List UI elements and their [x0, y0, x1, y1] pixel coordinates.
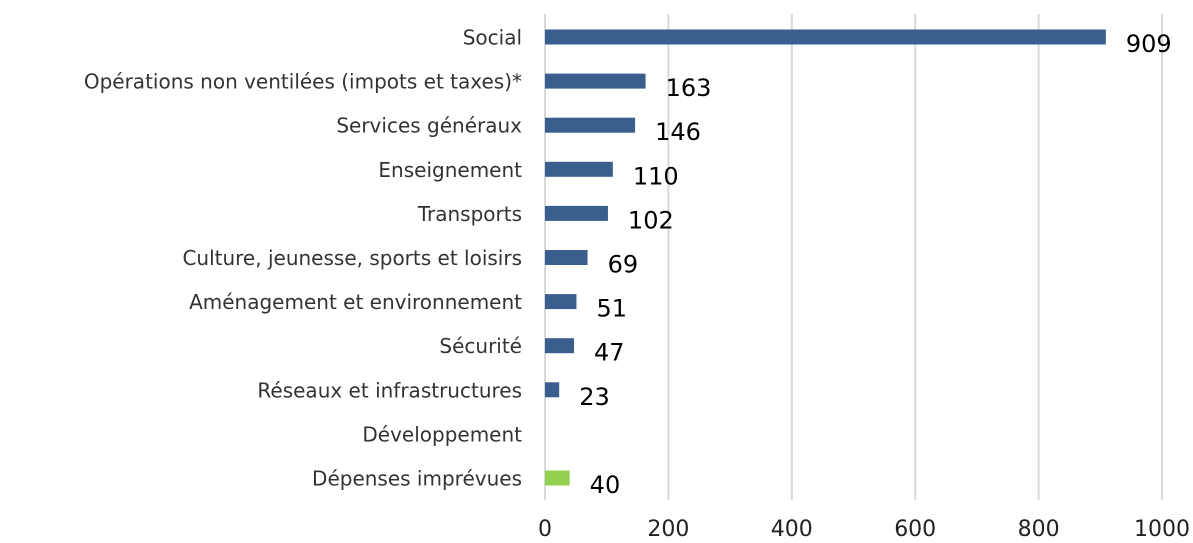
bar — [545, 250, 588, 265]
value-label: 51 — [596, 295, 627, 323]
bar — [545, 382, 560, 398]
category-label: Sécurité — [439, 334, 522, 358]
x-tick-label: 200 — [647, 517, 689, 542]
bar — [545, 294, 577, 310]
x-tick-label: 0 — [538, 517, 552, 542]
bar — [545, 205, 608, 221]
category-label: Enseignement — [378, 158, 522, 182]
category-label: Aménagement et environnement — [189, 290, 522, 314]
category-label: Développement — [362, 422, 522, 446]
bar — [545, 161, 613, 177]
bar — [545, 470, 570, 486]
category-label: Culture, jeunesse, sports et loisirs — [182, 246, 522, 270]
x-tick-label: 800 — [1018, 517, 1060, 542]
bar — [545, 117, 636, 133]
category-label: Transports — [417, 202, 522, 226]
value-label: 102 — [628, 206, 674, 234]
category-label: Services généraux — [336, 114, 522, 138]
bar — [545, 73, 646, 89]
bar — [545, 338, 574, 354]
x-tick-label: 1000 — [1134, 517, 1190, 542]
value-label: 40 — [590, 471, 621, 499]
x-tick-label: 400 — [771, 517, 813, 542]
x-tick-label: 600 — [894, 517, 936, 542]
category-label: Opérations non ventilées (impots et taxe… — [84, 70, 522, 94]
category-label: Dépenses imprévues — [312, 467, 522, 491]
value-label: 146 — [655, 118, 701, 146]
value-label: 163 — [666, 74, 712, 102]
value-label: 23 — [579, 383, 610, 411]
value-label: 909 — [1126, 30, 1172, 58]
category-label: Social — [463, 26, 522, 50]
value-label: 47 — [594, 339, 625, 367]
value-label: 110 — [633, 162, 679, 190]
value-label: 69 — [608, 251, 639, 279]
category-label: Réseaux et infrastructures — [257, 378, 522, 402]
bar — [545, 29, 1106, 45]
